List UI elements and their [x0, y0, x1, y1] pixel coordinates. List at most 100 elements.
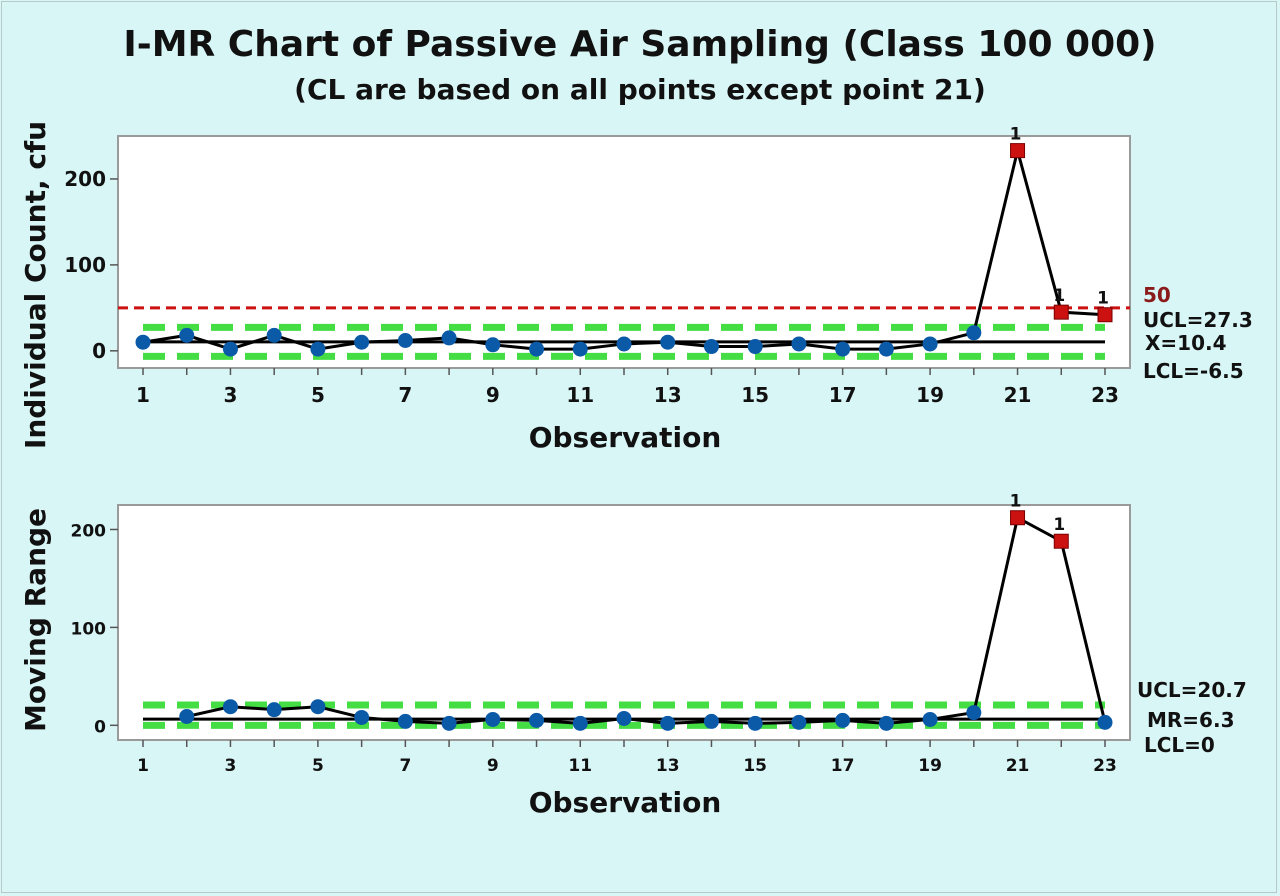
y-tick-label: 200 [64, 167, 106, 191]
data-point [572, 341, 588, 357]
data-point [572, 715, 588, 731]
flagged-point [1097, 307, 1113, 323]
flag-label: 1 [1097, 289, 1109, 309]
data-point [179, 709, 195, 724]
flag-label: 1 [1053, 515, 1065, 535]
data-point [747, 715, 763, 731]
y-tick-label: 0 [92, 339, 106, 363]
x-tick-label: 5 [311, 383, 325, 407]
ucl-label: UCL=20.7 [1137, 678, 1247, 702]
data-point [441, 330, 457, 346]
flagged-point [1010, 510, 1026, 526]
ucl-label: UCL=27.3 [1143, 308, 1253, 332]
data-point [747, 339, 763, 355]
data-point [966, 705, 982, 721]
data-point [616, 710, 632, 726]
data-point [397, 333, 413, 349]
data-point [660, 334, 676, 350]
spec-limit-label: 50 [1143, 283, 1171, 307]
data-point [354, 334, 370, 350]
x-tick-label: 3 [223, 383, 237, 407]
x-tick-label: 3 [225, 756, 237, 776]
x-tick-label: 11 [568, 756, 592, 776]
x-tick-label: 13 [656, 756, 680, 776]
y-axis-title: Individual Count, cfu [19, 121, 52, 449]
x-tick-label: 7 [399, 756, 411, 776]
flagged-point [1053, 533, 1069, 549]
series-line [186, 515, 1107, 725]
data-point [703, 339, 719, 355]
x-tick-label: 11 [566, 383, 594, 407]
data-point [922, 711, 938, 727]
x-tick-label: 13 [654, 383, 682, 407]
data-point [135, 334, 151, 350]
x-tick-label: 1 [136, 383, 150, 407]
lcl-label: LCL=-6.5 [1143, 359, 1244, 383]
flag-label: 1 [1053, 286, 1065, 306]
data-point [266, 327, 282, 343]
data-point [266, 702, 282, 718]
data-point [485, 337, 501, 353]
x-tick-label: 17 [829, 383, 857, 407]
center-label: X=10.4 [1145, 331, 1227, 355]
data-point [354, 709, 370, 725]
x-tick-label: 15 [741, 383, 769, 407]
data-point [179, 327, 195, 343]
data-point [616, 336, 632, 352]
data-point [397, 713, 413, 729]
x-tick-label: 23 [1093, 756, 1117, 776]
x-tick-label: 15 [743, 756, 767, 776]
data-point [922, 336, 938, 352]
x-tick-label: 23 [1091, 383, 1119, 407]
data-point [529, 341, 545, 357]
y-tick-label: 200 [71, 521, 107, 541]
x-axis-title: Observation [529, 786, 722, 819]
x-tick-label: 21 [1004, 383, 1032, 407]
data-point [878, 715, 894, 731]
flag-label: 1 [1010, 125, 1022, 145]
data-point [222, 341, 238, 357]
lcl-label: LCL=0 [1144, 733, 1215, 757]
chart-title: I-MR Chart of Passive Air Sampling (Clas… [123, 24, 1156, 65]
y-tick-label: 0 [94, 717, 106, 737]
x-tick-label: 5 [312, 756, 324, 776]
x-tick-label: 1 [137, 756, 149, 776]
data-point [966, 325, 982, 341]
chart-subtitle: (CL are based on all points except point… [294, 73, 986, 106]
plot-area [117, 504, 1131, 741]
center-label: MR=6.3 [1147, 708, 1235, 732]
x-tick-label: 9 [486, 383, 500, 407]
data-point [1097, 714, 1113, 730]
flagged-point [1053, 304, 1069, 320]
data-point [878, 341, 894, 357]
flagged-point [1010, 143, 1026, 159]
data-point [660, 715, 676, 731]
data-point [310, 341, 326, 357]
data-point [791, 714, 807, 730]
y-tick-label: 100 [71, 619, 107, 639]
x-tick-label: 19 [916, 383, 944, 407]
x-axis-title: Observation [529, 421, 722, 454]
x-tick-label: 17 [831, 756, 855, 776]
data-point [485, 711, 501, 727]
data-point [791, 336, 807, 352]
x-tick-label: 9 [487, 756, 499, 776]
y-axis-title: Moving Range [19, 508, 52, 732]
data-point [835, 341, 851, 357]
data-point [529, 712, 545, 728]
x-tick-label: 19 [918, 756, 942, 776]
flag-label: 1 [1010, 492, 1022, 512]
x-tick-label: 21 [1006, 756, 1030, 776]
data-point [441, 715, 457, 731]
data-point [835, 712, 851, 728]
x-tick-label: 7 [398, 383, 412, 407]
data-point [222, 699, 238, 715]
y-tick-label: 100 [64, 253, 106, 277]
data-point [310, 699, 326, 715]
data-point [703, 713, 719, 729]
